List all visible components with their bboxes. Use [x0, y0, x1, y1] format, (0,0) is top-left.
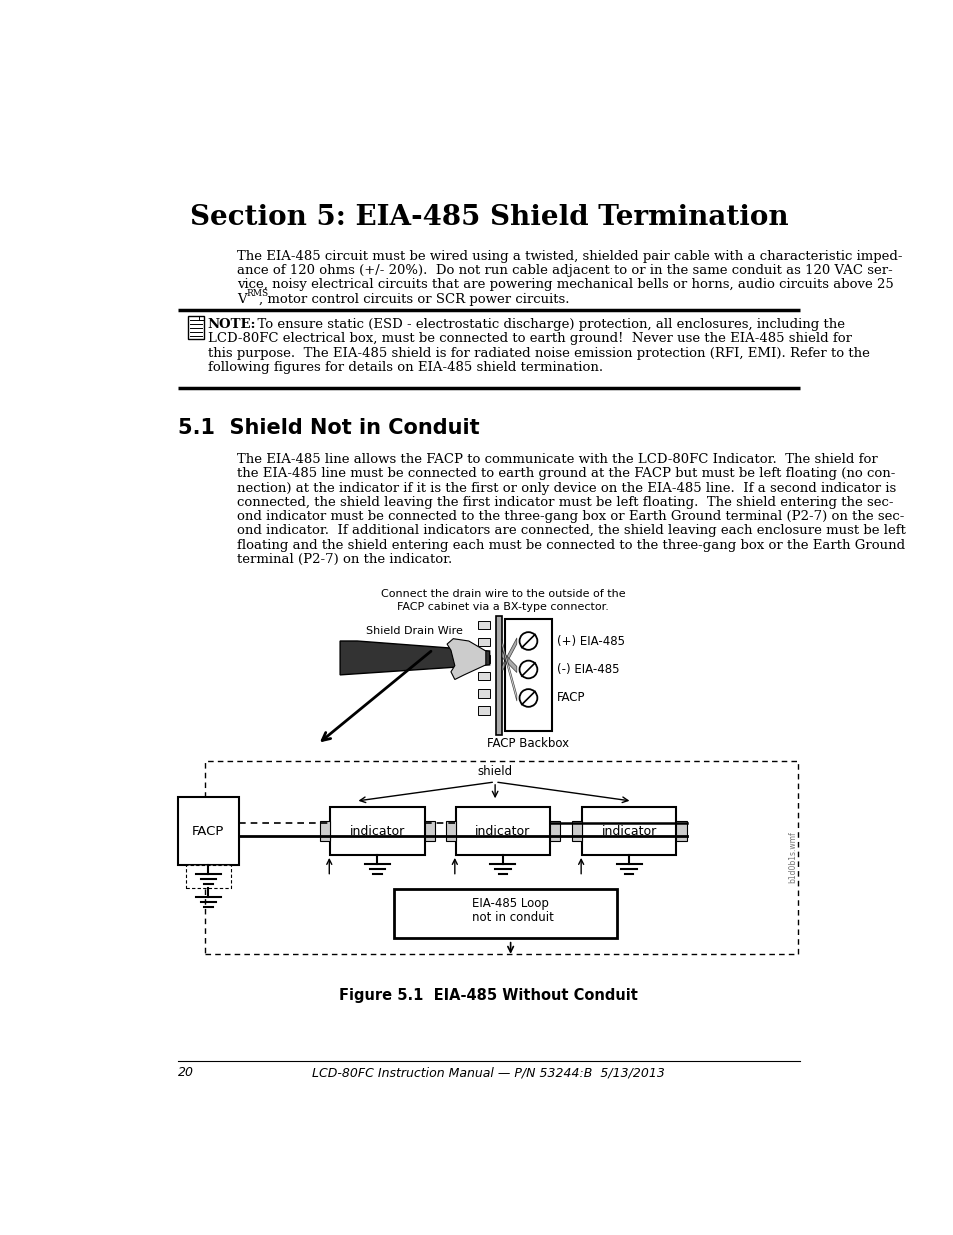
- Bar: [477, 637, 489, 646]
- Bar: [319, 821, 330, 841]
- Text: FACP Backbox: FACP Backbox: [487, 737, 569, 750]
- Text: LCD-80FC electrical box, must be connected to earth ground!  Never use the EIA-4: LCD-80FC electrical box, must be connect…: [208, 332, 851, 345]
- Text: Shield Drain Wire: Shield Drain Wire: [365, 626, 462, 636]
- Text: shield: shield: [477, 764, 512, 778]
- Polygon shape: [501, 640, 517, 701]
- Text: nection) at the indicator if it is the first or only device on the EIA-485 line.: nection) at the indicator if it is the f…: [236, 482, 896, 494]
- Text: indicator: indicator: [475, 825, 530, 837]
- Text: connected, the shield leaving the first indicator must be left floating.  The sh: connected, the shield leaving the first …: [236, 496, 893, 509]
- Text: To ensure static (ESD - electrostatic discharge) protection, all enclosures, inc: To ensure static (ESD - electrostatic di…: [249, 317, 843, 331]
- Bar: [188, 316, 204, 340]
- Text: b1d0b1s.wmf: b1d0b1s.wmf: [787, 831, 797, 883]
- Bar: [505, 620, 551, 731]
- Text: FACP cabinet via a BX-type connector.: FACP cabinet via a BX-type connector.: [396, 603, 608, 613]
- Text: ance of 120 ohms (+/- 20%).  Do not run cable adjacent to or in the same conduit: ance of 120 ohms (+/- 20%). Do not run c…: [236, 264, 892, 277]
- Bar: [205, 761, 798, 953]
- Text: not in conduit: not in conduit: [472, 911, 553, 924]
- Polygon shape: [501, 651, 517, 673]
- Text: EIA-485 Loop: EIA-485 Loop: [472, 897, 548, 910]
- Text: RMS: RMS: [246, 289, 268, 298]
- Text: LCD-80FC Instruction Manual — P/N 53244:B  5/13/2013: LCD-80FC Instruction Manual — P/N 53244:…: [313, 1066, 664, 1079]
- Text: ond indicator.  If additional indicators are connected, the shield leaving each : ond indicator. If additional indicators …: [236, 525, 905, 537]
- Bar: [456, 808, 550, 855]
- Text: (-) EIA-485: (-) EIA-485: [557, 663, 619, 676]
- Text: the EIA-485 line must be connected to earth ground at the FACP but must be left : the EIA-485 line must be connected to ea…: [236, 467, 895, 480]
- Text: terminal (P2-7) on the indicator.: terminal (P2-7) on the indicator.: [236, 553, 452, 566]
- Bar: [186, 864, 231, 888]
- Text: this purpose.  The EIA-485 shield is for radiated noise emission protection (RFI: this purpose. The EIA-485 shield is for …: [208, 347, 868, 359]
- Bar: [424, 821, 435, 841]
- Polygon shape: [340, 641, 489, 674]
- Bar: [581, 808, 676, 855]
- Bar: [496, 615, 501, 735]
- Text: ond indicator must be connected to the three-gang box or Earth Ground terminal (: ond indicator must be connected to the t…: [236, 510, 903, 524]
- Text: The EIA-485 line allows the FACP to communicate with the LCD-80FC Indicator.  Th: The EIA-485 line allows the FACP to comm…: [236, 453, 877, 466]
- Bar: [477, 706, 489, 715]
- Bar: [477, 655, 489, 663]
- Text: Connect the drain wire to the outside of the: Connect the drain wire to the outside of…: [380, 589, 624, 599]
- Text: The EIA-485 circuit must be wired using a twisted, shielded pair cable with a ch: The EIA-485 circuit must be wired using …: [236, 249, 902, 263]
- Text: 5.1  Shield Not in Conduit: 5.1 Shield Not in Conduit: [178, 417, 479, 437]
- Text: FACP: FACP: [192, 825, 224, 837]
- Text: indicator: indicator: [601, 825, 656, 837]
- Bar: [477, 672, 489, 680]
- Text: NOTE:: NOTE:: [208, 317, 255, 331]
- Text: vice, noisy electrical circuits that are powering mechanical bells or horns, aud: vice, noisy electrical circuits that are…: [236, 278, 893, 291]
- Bar: [178, 798, 238, 864]
- Text: FACP: FACP: [557, 692, 585, 704]
- Bar: [477, 621, 489, 629]
- Polygon shape: [501, 638, 517, 673]
- Text: (+) EIA-485: (+) EIA-485: [557, 635, 624, 647]
- Text: V: V: [236, 293, 247, 305]
- Bar: [330, 808, 424, 855]
- Text: following figures for details on EIA-485 shield termination.: following figures for details on EIA-485…: [208, 361, 602, 374]
- Text: indicator: indicator: [350, 825, 404, 837]
- Bar: [477, 689, 489, 698]
- Bar: [550, 821, 559, 841]
- Text: Section 5: EIA-485 Shield Termination: Section 5: EIA-485 Shield Termination: [190, 204, 787, 231]
- Text: Figure 5.1  EIA-485 Without Conduit: Figure 5.1 EIA-485 Without Conduit: [339, 988, 638, 1003]
- Text: 20: 20: [178, 1066, 194, 1079]
- Bar: [394, 889, 617, 939]
- Bar: [571, 821, 581, 841]
- Polygon shape: [447, 638, 485, 679]
- Bar: [676, 821, 686, 841]
- Bar: [445, 821, 456, 841]
- Text: floating and the shield entering each must be connected to the three-gang box or: floating and the shield entering each mu…: [236, 538, 904, 552]
- Text: , motor control circuits or SCR power circuits.: , motor control circuits or SCR power ci…: [259, 293, 569, 305]
